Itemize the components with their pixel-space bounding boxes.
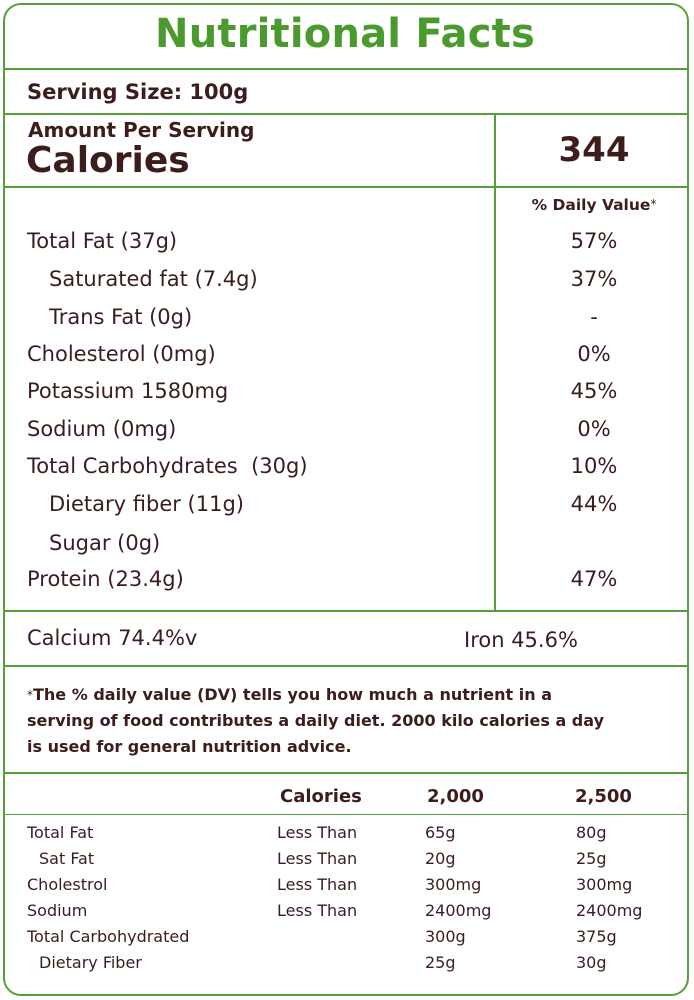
- ref-row-qualifier: Less Than: [277, 901, 358, 920]
- ref-row-name: Sodium: [27, 901, 88, 920]
- calcium-value: Calcium 74.4%v: [27, 626, 198, 650]
- nutrient-dv: 45%: [570, 379, 618, 403]
- ref-row-2500: 300mg: [576, 875, 633, 894]
- divider-minerals: [4, 665, 689, 667]
- ref-row-qualifier: Less Than: [277, 823, 358, 842]
- ref-row-qualifier: Less Than: [277, 849, 358, 868]
- nutrient-dv: 10%: [570, 454, 618, 478]
- nutrient-label: Saturated fat (7.4g): [49, 267, 258, 291]
- ref-row-2000: 300g: [425, 927, 466, 946]
- divider-calories: [4, 186, 689, 188]
- footnote-star: *: [27, 688, 33, 702]
- ref-row-2000: 65g: [425, 823, 456, 842]
- iron-value: Iron 45.6%: [464, 628, 578, 652]
- serving-size: Serving Size: 100g: [27, 80, 249, 104]
- nutrient-label: Potassium 1580mg: [27, 379, 229, 403]
- nutrient-dv: 47%: [570, 567, 618, 591]
- ref-row-2500: 80g: [576, 823, 607, 842]
- nutrient-label: Total Fat (37g): [27, 229, 178, 253]
- nutrient-label: Protein (23.4g): [27, 567, 184, 591]
- nutrition-label-frame: [3, 3, 689, 996]
- divider-nutrients: [4, 610, 689, 612]
- nutrient-dv: 37%: [570, 267, 618, 291]
- nutrient-dv: 0%: [577, 342, 611, 366]
- daily-value-header-text: % Daily Value: [531, 196, 651, 214]
- ref-header-2000: 2,000: [427, 786, 484, 807]
- calories-label: Calories: [26, 140, 190, 181]
- nutrient-label: Sodium (0mg): [27, 417, 177, 441]
- daily-value-header: % Daily Value*: [496, 196, 692, 214]
- nutrient-label: Total Carbohydrates (30g): [27, 454, 308, 478]
- ref-header-2500: 2,500: [575, 786, 632, 807]
- nutrient-label: Cholesterol (0mg): [27, 342, 216, 366]
- ref-row-2000: 300mg: [425, 875, 482, 894]
- label-title: Nutritional Facts: [155, 11, 535, 57]
- divider-serving: [4, 113, 689, 115]
- nutrient-label: Dietary fiber (11g): [49, 492, 244, 516]
- nutrient-label: Sugar (0g): [49, 531, 161, 555]
- divider-title: [4, 68, 689, 70]
- ref-row-qualifier: Less Than: [277, 875, 358, 894]
- nutrient-dv: 0%: [577, 417, 611, 441]
- ref-row-2000: 25g: [425, 953, 456, 972]
- nutrient-dv: -: [590, 305, 598, 329]
- ref-row-name: Sat Fat: [39, 849, 95, 868]
- ref-row-name: Total Fat: [27, 823, 94, 842]
- ref-row-name: Dietary Fiber: [39, 953, 142, 972]
- ref-row-2500: 375g: [576, 927, 617, 946]
- ref-row-2000: 2400mg: [425, 901, 492, 920]
- ref-row-2000: 20g: [425, 849, 456, 868]
- ref-row-2500: 2400mg: [576, 901, 643, 920]
- footnote: *The % daily value (DV) tells you how mu…: [27, 682, 612, 760]
- divider-footnote: [4, 772, 689, 774]
- column-divider: [494, 113, 496, 612]
- nutrient-label: Trans Fat (0g): [49, 305, 193, 329]
- footnote-text: The % daily value (DV) tells you how muc…: [27, 685, 604, 756]
- nutrient-dv: 44%: [570, 492, 618, 516]
- ref-header-calories: Calories: [280, 786, 362, 807]
- ref-table-divider: [4, 814, 689, 815]
- ref-row-name: Cholestrol: [27, 875, 108, 894]
- nutrient-dv: 57%: [570, 229, 618, 253]
- ref-row-2500: 25g: [576, 849, 607, 868]
- ref-row-name: Total Carbohydrated: [27, 927, 190, 946]
- calories-value: 344: [558, 130, 630, 170]
- daily-value-star: *: [650, 197, 657, 211]
- amount-per-serving: Amount Per Serving: [28, 118, 255, 142]
- ref-row-2500: 30g: [576, 953, 607, 972]
